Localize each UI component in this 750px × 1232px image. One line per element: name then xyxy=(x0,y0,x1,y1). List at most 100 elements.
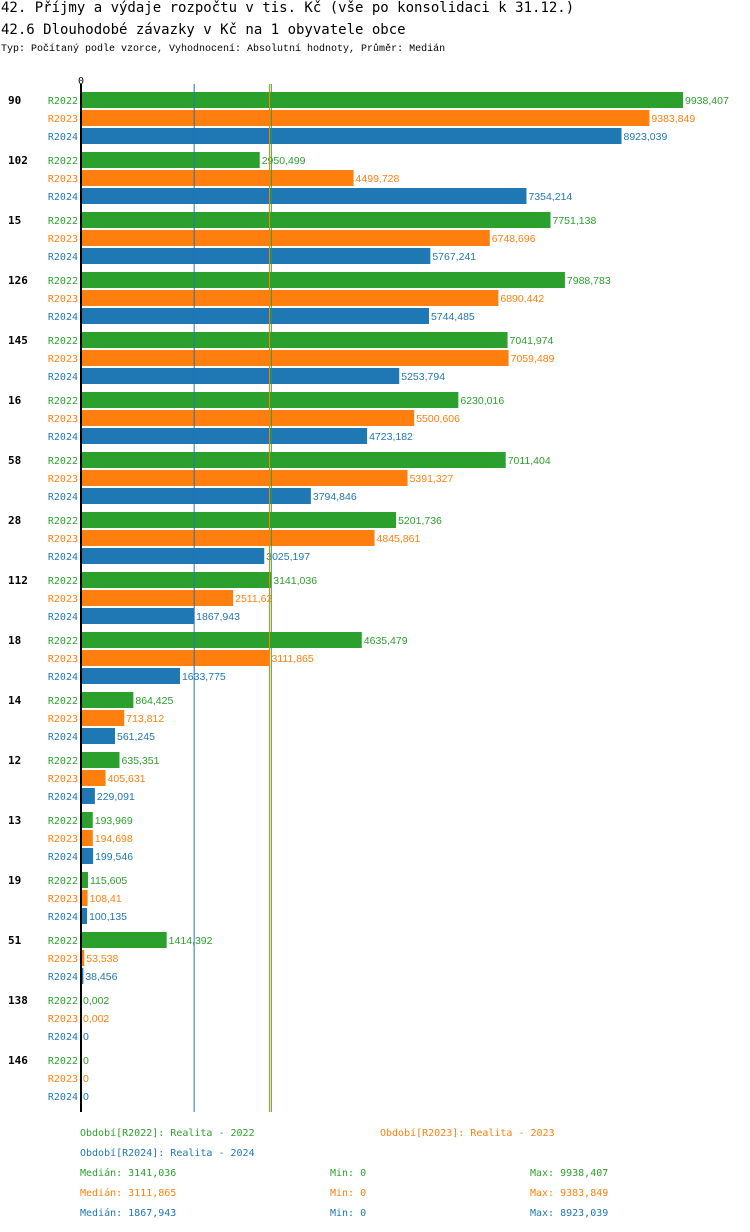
series-label: R2024 xyxy=(48,132,78,143)
series-label: R2024 xyxy=(48,192,78,203)
series-label: R2024 xyxy=(48,312,78,323)
bar xyxy=(81,752,120,768)
stat-max-r2023: Max: 9383,849 xyxy=(530,1188,609,1199)
data-label: 9938,407 xyxy=(685,95,729,107)
category-label: 28 xyxy=(8,514,21,527)
bar xyxy=(81,872,89,888)
series-label: R2023 xyxy=(48,954,78,965)
bar xyxy=(81,530,375,546)
category-label: 19 xyxy=(8,874,21,887)
bar-chart: 0 90 R2022 9938,407 R2023 9383,849 R2024 8923,0… xyxy=(8,76,729,1112)
data-label: 5253,794 xyxy=(401,371,445,383)
legend-r2023: Období[R2023]: Realita - 2023 xyxy=(380,1128,555,1139)
data-label: 4845,861 xyxy=(377,533,421,545)
data-label: 1867,943 xyxy=(196,611,240,623)
series-label: R2023 xyxy=(48,534,78,545)
bar xyxy=(81,968,84,984)
stat-min-r2023: Min: 0 xyxy=(330,1188,367,1199)
data-label: 7988,783 xyxy=(567,275,611,287)
data-label: 561,245 xyxy=(117,731,155,743)
data-label: 4499,728 xyxy=(356,173,400,185)
data-label: 864,425 xyxy=(135,695,173,707)
data-label: 53,538 xyxy=(86,953,118,965)
bar xyxy=(81,212,551,228)
data-label: 6748,696 xyxy=(492,233,536,245)
bar xyxy=(81,668,180,684)
data-label: 0 xyxy=(83,1055,89,1067)
series-label: R2022 xyxy=(48,576,78,587)
stat-min-r2022: Min: 0 xyxy=(330,1168,367,1179)
bar xyxy=(81,950,85,966)
series-label: R2022 xyxy=(48,216,78,227)
series-label: R2022 xyxy=(48,816,78,827)
series-label: R2024 xyxy=(48,912,78,923)
bar xyxy=(81,812,93,828)
bar xyxy=(81,110,650,126)
bar xyxy=(81,848,94,864)
series-label: R2022 xyxy=(48,156,78,167)
category-label: 12 xyxy=(8,754,21,767)
data-label: 3111,865 xyxy=(271,653,313,665)
data-label: 1633,775 xyxy=(182,671,226,683)
data-label: 9383,849 xyxy=(651,113,695,125)
bar xyxy=(81,830,93,846)
data-label: 108,41 xyxy=(90,893,122,905)
category-label: 51 xyxy=(8,934,22,947)
bar xyxy=(81,590,234,606)
chart-subtitle: 42.6 Dlouhodobé závazky v Kč na 1 obyvat… xyxy=(1,22,406,38)
data-label: 7751,138 xyxy=(553,215,597,227)
data-label: 1414,392 xyxy=(169,935,213,947)
data-label: 2511,62 xyxy=(235,593,272,605)
bar xyxy=(81,152,260,168)
bar xyxy=(81,788,95,804)
data-label: 4723,182 xyxy=(369,431,413,443)
data-label: 0,002 xyxy=(83,1013,109,1025)
category-label: 16 xyxy=(8,394,22,407)
data-label: 193,969 xyxy=(95,815,133,827)
series-label: R2022 xyxy=(48,636,78,647)
series-label: R2024 xyxy=(48,732,78,743)
category-label: 90 xyxy=(8,94,21,107)
series-label: R2022 xyxy=(48,396,78,407)
series-label: R2022 xyxy=(48,996,78,1007)
bar xyxy=(81,368,400,384)
data-label: 5201,736 xyxy=(398,515,442,527)
category-label: 13 xyxy=(8,814,21,827)
series-label: R2023 xyxy=(48,294,78,305)
series-label: R2023 xyxy=(48,354,78,365)
bar xyxy=(81,572,272,588)
series-label: R2023 xyxy=(48,594,78,605)
bar xyxy=(81,470,408,486)
data-label: 194,698 xyxy=(95,833,133,845)
data-label: 0 xyxy=(83,1031,89,1043)
bar xyxy=(81,692,134,708)
data-label: 7354,214 xyxy=(528,191,572,203)
series-label: R2022 xyxy=(48,1056,78,1067)
series-label: R2022 xyxy=(48,276,78,287)
series-label: R2023 xyxy=(48,654,78,665)
bar xyxy=(81,770,106,786)
series-label: R2023 xyxy=(48,1014,78,1025)
series-label: R2024 xyxy=(48,432,78,443)
series-label: R2024 xyxy=(48,1032,78,1043)
data-label: 5744,485 xyxy=(431,311,475,323)
bar xyxy=(81,932,167,948)
data-label: 3025,197 xyxy=(266,551,310,563)
bar xyxy=(81,632,362,648)
stat-min-r2024: Min: 0 xyxy=(330,1208,367,1219)
data-label: 3794,846 xyxy=(313,491,357,503)
bar xyxy=(81,248,431,264)
series-label: R2022 xyxy=(48,696,78,707)
chart-type-line: Typ: Počítaný podle vzorce, Vyhodnocení:… xyxy=(1,44,446,55)
series-label: R2023 xyxy=(48,774,78,785)
category-label: 145 xyxy=(8,334,28,347)
stat-median-r2022: Medián: 3141,036 xyxy=(80,1168,177,1179)
category-label: 15 xyxy=(8,214,21,227)
category-label: 18 xyxy=(8,634,21,647)
data-label: 0 xyxy=(83,1073,89,1085)
data-label: 4635,479 xyxy=(364,635,408,647)
bar xyxy=(81,272,565,288)
bar xyxy=(81,350,509,366)
bar xyxy=(81,512,397,528)
series-label: R2023 xyxy=(48,894,78,905)
